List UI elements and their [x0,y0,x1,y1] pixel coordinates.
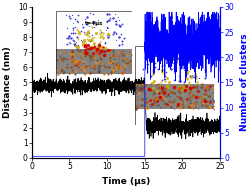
Y-axis label: Number of clusters: Number of clusters [240,34,248,131]
Y-axis label: Distance (nm): Distance (nm) [4,46,12,118]
X-axis label: Time (μs): Time (μs) [102,177,150,186]
